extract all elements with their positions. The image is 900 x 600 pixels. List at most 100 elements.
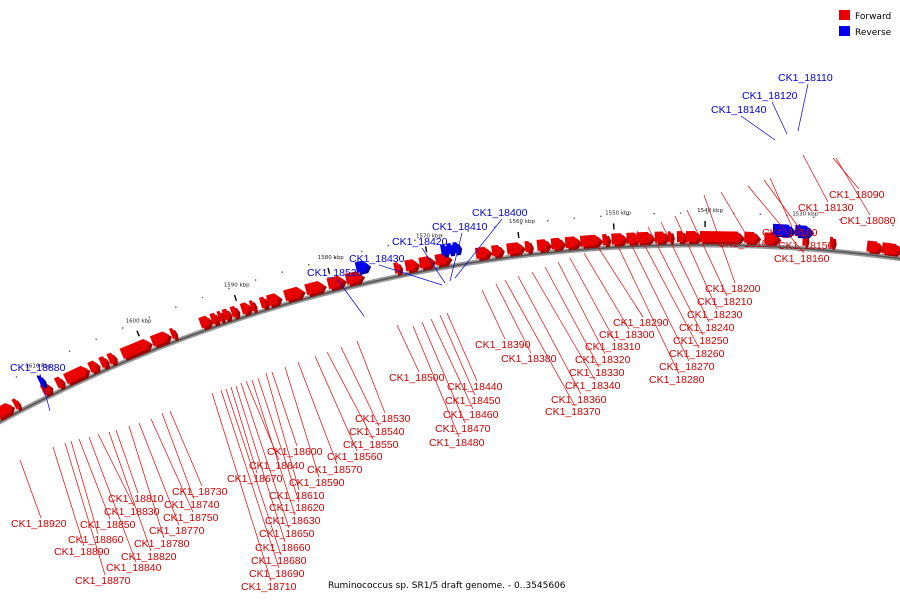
gene-id[interactable]: CK1_18450 [445,395,501,407]
forward-gene-arrow[interactable] [258,296,270,311]
forward-gene-arrow[interactable] [524,240,535,255]
forward-gene-arrow[interactable] [216,310,226,325]
gene-id[interactable]: CK1_18310 [585,341,641,353]
forward-gene-arrow[interactable] [248,300,258,314]
forward-gene-arrow[interactable] [265,293,283,309]
gene-id[interactable]: CK1_18690 [249,568,305,580]
gene-id[interactable]: CK1_18620 [269,502,325,514]
forward-gene-label[interactable]: CK1_18920 [11,459,67,530]
forward-gene-label[interactable]: CK1_18730 [169,410,228,498]
forward-gene-arrow[interactable] [239,302,253,317]
forward-gene-label[interactable]: CK1_18750 [150,418,219,524]
gene-id[interactable]: CK1_18470 [435,423,491,435]
forward-gene-arrow[interactable] [119,339,153,361]
forward-gene-label[interactable]: CK1_18270 [626,235,715,373]
forward-gene-label[interactable]: CK1_18710 [211,392,297,593]
forward-gene-label[interactable]: CK1_18620 [257,377,325,514]
forward-gene-label[interactable]: CK1_18250 [647,226,729,347]
forward-gene-label[interactable]: CK1_18360 [517,275,607,406]
forward-gene-arrow[interactable] [344,271,366,287]
gene-id[interactable]: CK1_18370 [545,406,601,418]
gene-id[interactable]: CK1_18300 [599,329,655,341]
forward-gene-arrow[interactable] [87,360,101,375]
forward-gene-label[interactable]: CK1_18540 [340,346,405,438]
gene-id[interactable]: CK1_18890 [54,546,110,558]
gene-id[interactable]: CK1_18560 [327,451,383,463]
gene-id[interactable]: CK1_18120 [742,90,798,102]
forward-gene-arrow[interactable] [744,231,762,245]
gene-id[interactable]: CK1_18160 [774,253,830,265]
gene-id[interactable]: CK1_18660 [255,542,311,554]
gene-id[interactable]: CK1_18240 [679,322,735,334]
gene-id[interactable]: CK1_18390 [475,339,531,351]
forward-gene-label[interactable]: CK1_18340 [531,271,621,392]
forward-gene-label[interactable]: CK1_18840 [88,436,162,574]
forward-gene-label[interactable]: CK1_18150 [763,179,834,252]
gene-id[interactable]: CK1_18400 [472,207,528,219]
reverse-gene-label[interactable]: CK1_18120 [742,90,798,135]
gene-id[interactable]: CK1_18330 [569,367,625,379]
forward-gene-label[interactable]: CK1_18680 [225,388,307,567]
forward-gene-arrow[interactable] [11,398,23,412]
gene-id[interactable]: CK1_18210 [697,296,753,308]
forward-gene-label[interactable]: CK1_18330 [544,266,625,379]
forward-gene-label[interactable]: CK1_18440 [446,312,503,393]
forward-gene-label[interactable]: CK1_18870 [64,442,131,587]
gene-id[interactable]: CK1_18880 [10,362,66,374]
gene-id[interactable]: CK1_18190 [718,238,774,250]
forward-gene-label[interactable]: CK1_18080 [835,157,896,227]
gene-id[interactable]: CK1_18380 [501,353,557,365]
reverse-gene-label[interactable]: CK1_18420 [392,236,448,284]
forward-gene-arrow[interactable] [0,403,16,422]
forward-gene-arrow[interactable] [209,312,221,327]
gene-id[interactable]: CK1_18860 [68,534,124,546]
gene-id[interactable]: CK1_18270 [659,361,715,373]
gene-id[interactable]: CK1_18640 [249,460,305,472]
forward-gene-arrow[interactable] [63,365,91,387]
gene-id[interactable]: CK1_18920 [11,518,67,530]
gene-id[interactable]: CK1_18430 [349,253,405,265]
forward-gene-label[interactable]: CK1_18450 [439,314,501,407]
gene-id[interactable]: CK1_18850 [80,519,136,531]
forward-gene-label[interactable]: CK1_18660 [235,385,311,554]
gene-id[interactable]: CK1_18260 [669,348,725,360]
gene-id[interactable]: CK1_18360 [551,394,607,406]
gene-id[interactable]: CK1_18520 [307,267,363,279]
forward-gene-arrow[interactable] [326,275,347,292]
forward-gene-label[interactable]: CK1_18280 [614,239,705,386]
forward-gene-label[interactable]: CK1_18830 [97,433,160,518]
forward-gene-label[interactable]: CK1_18560 [314,355,383,463]
gene-id[interactable]: CK1_18810 [108,493,164,505]
reverse-gene-arrow[interactable] [354,260,372,276]
forward-gene-label[interactable]: CK1_18180 [762,177,818,239]
forward-gene-label[interactable]: CK1_18240 [660,221,735,334]
forward-gene-label[interactable]: CK1_18210 [686,209,753,308]
reverse-gene-label[interactable]: CK1_18140 [711,104,776,141]
gene-id[interactable]: CK1_18230 [687,309,743,321]
gene-id[interactable]: CK1_18770 [149,525,205,537]
gene-id[interactable]: CK1_18290 [613,317,669,329]
gene-id[interactable]: CK1_18570 [307,464,363,476]
forward-gene-label[interactable]: CK1_18860 [68,440,124,546]
gene-id[interactable]: CK1_18480 [429,437,485,449]
gene-id[interactable]: CK1_18680 [251,555,307,567]
gene-id[interactable]: CK1_18440 [447,381,503,393]
forward-gene-label[interactable]: CK1_18530 [355,340,411,425]
forward-gene-arrow[interactable] [491,244,505,259]
forward-gene-label[interactable]: CK1_18600 [267,371,323,458]
forward-gene-arrow[interactable] [667,231,675,245]
forward-gene-arrow[interactable] [474,246,493,261]
forward-gene-arrow[interactable] [685,231,703,245]
forward-gene-arrow[interactable] [404,259,421,274]
forward-gene-arrow[interactable] [229,305,241,320]
forward-gene-arrow[interactable] [98,356,110,371]
gene-id[interactable]: CK1_18530 [355,413,411,425]
reverse-gene-label[interactable]: CK1_18430 [349,253,443,286]
forward-gene-label[interactable]: CK1_18470 [421,321,491,435]
forward-gene-label[interactable]: CK1_18810 [108,429,164,505]
forward-gene-label[interactable]: CK1_18500 [389,324,445,384]
reverse-gene-label[interactable]: CK1_18880 [10,362,66,412]
forward-gene-arrow[interactable] [152,331,172,348]
forward-gene-arrow[interactable] [198,315,214,331]
forward-gene-arrow[interactable] [304,280,327,298]
